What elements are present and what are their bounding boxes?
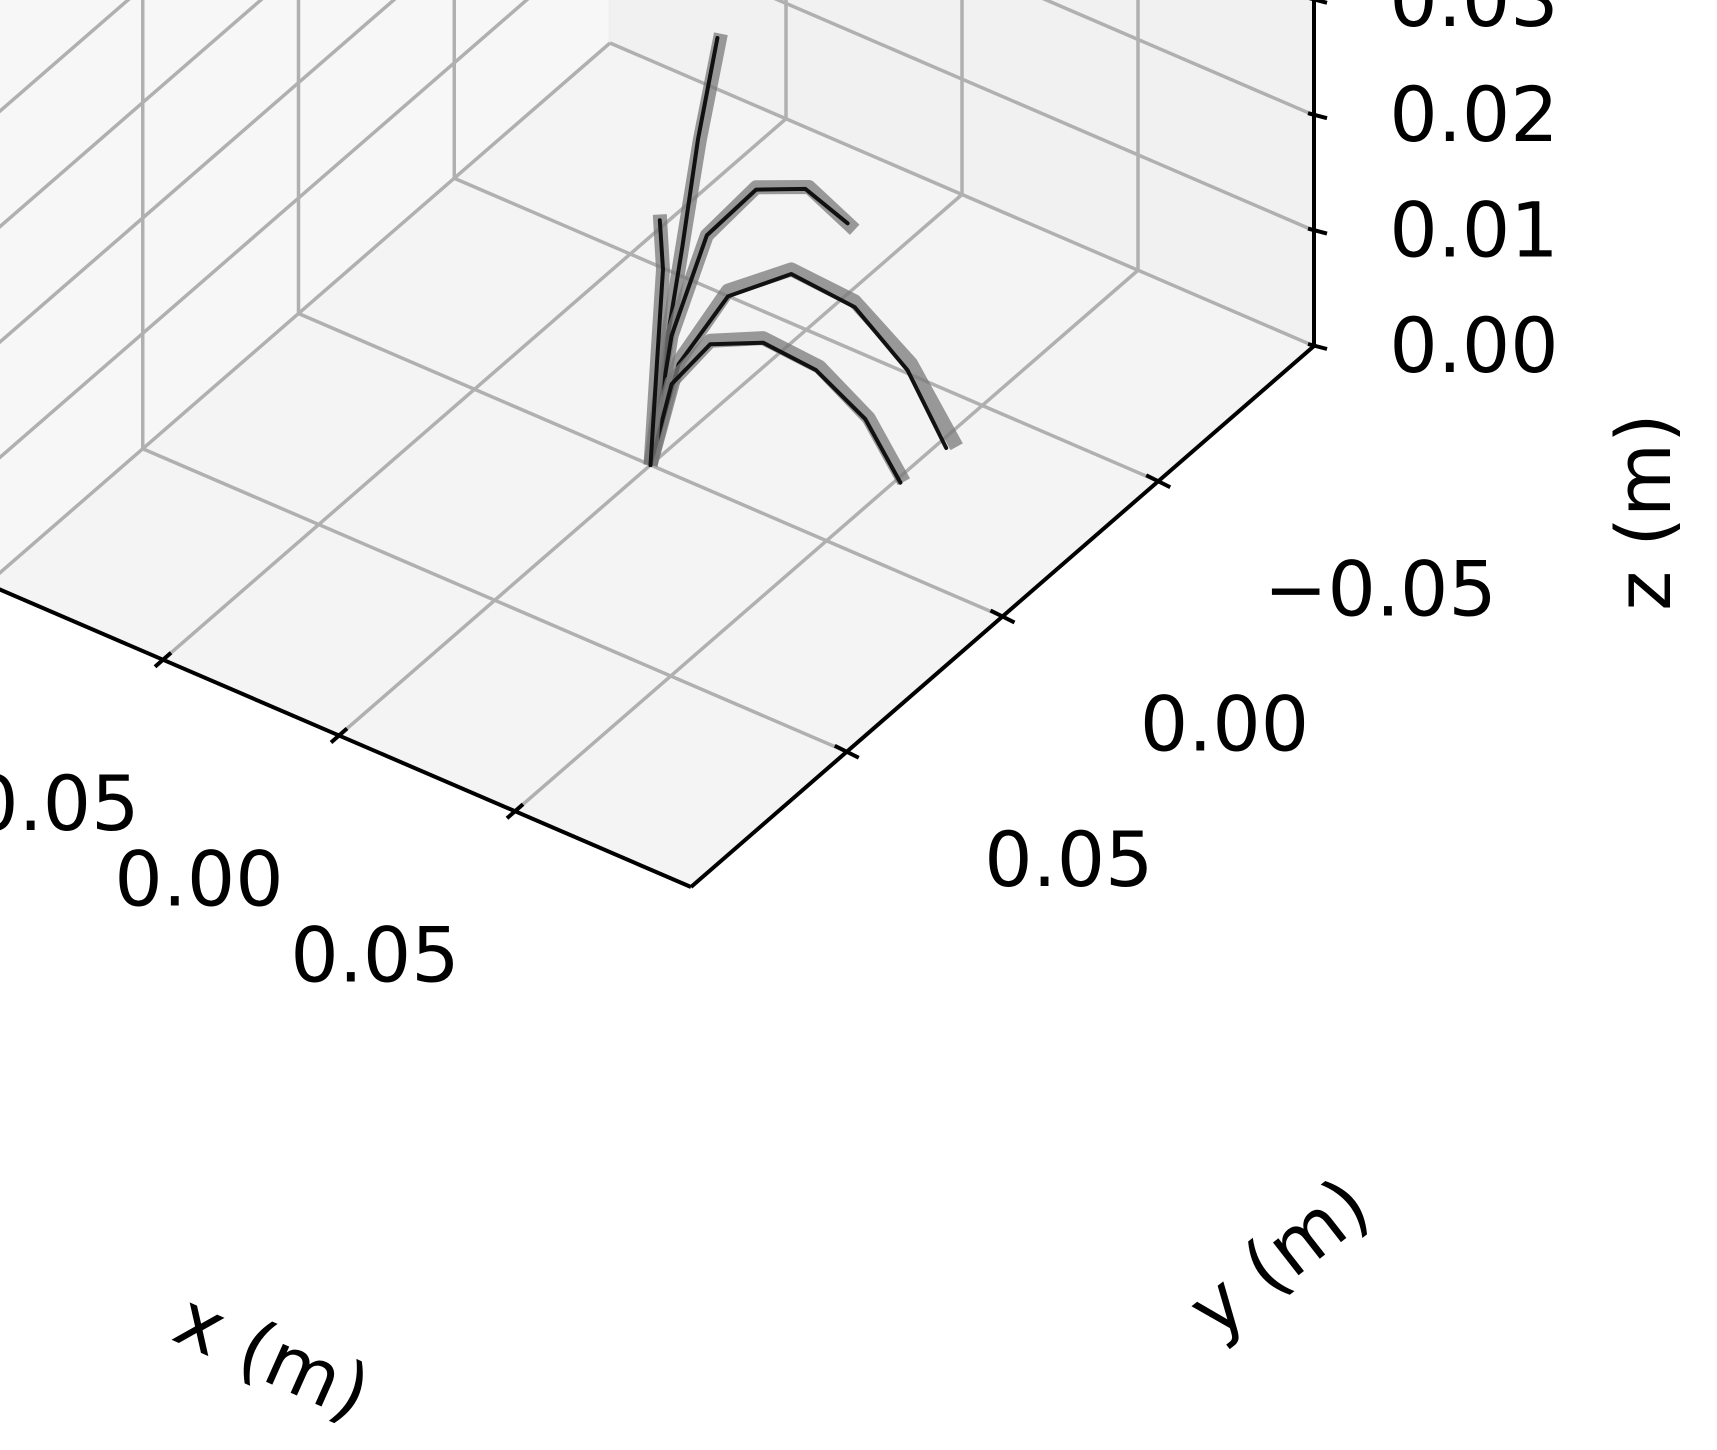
y-tick [989,608,1016,625]
simulated-trajectory-5 [648,272,949,467]
back-gridline-z [609,41,1315,348]
back-gridline-z [1041,0,1315,117]
z-tick-label: 0.01 [1389,186,1558,275]
x-tick-label: 0.05 [290,910,459,999]
chart-ticks: 0.050.00−0.05−0.050.000.050.000.010.020.… [0,0,1559,999]
z-tick-label: 0.00 [1389,301,1558,390]
z-tick [1308,0,1328,5]
floor-gridline-y [453,176,1159,483]
back-gridline-z [773,0,1315,233]
y-tick-label: 0.05 [984,815,1153,904]
z-tick [1307,111,1328,121]
y-tick-label: −0.05 [1264,544,1497,633]
z-axis-label: z (m) [1599,413,1688,610]
x-tick [505,802,525,820]
left-gridline-z [0,0,530,460]
y-tick-label: 0.00 [1140,680,1309,769]
x-tick [329,726,349,745]
simulated-trajectory-9 [648,218,665,467]
simulated-trajectory-3 [648,186,850,467]
x-tick-label: −0.05 [0,759,139,848]
left-gridline-z [0,0,131,114]
simulated-trajectory-7 [648,340,903,485]
z-tick-label: 0.03 [1389,0,1558,44]
y-axis-label: y (m) [1172,1160,1386,1355]
y-tick [833,743,860,760]
trajectory-lines [643,32,963,486]
x-tick-label: 0.00 [114,835,283,924]
left-gridline-z [0,0,264,229]
z-tick [1307,226,1328,236]
z-tick [1307,342,1328,351]
floor-gridline-y [142,447,848,754]
left-gridline-z [0,41,612,576]
x-tick [153,651,173,669]
x-axis-label: x (m) [162,1274,383,1438]
y-tick [1145,473,1172,490]
left-gridline-z [0,0,397,345]
z-tick-label: 0.02 [1389,70,1558,159]
